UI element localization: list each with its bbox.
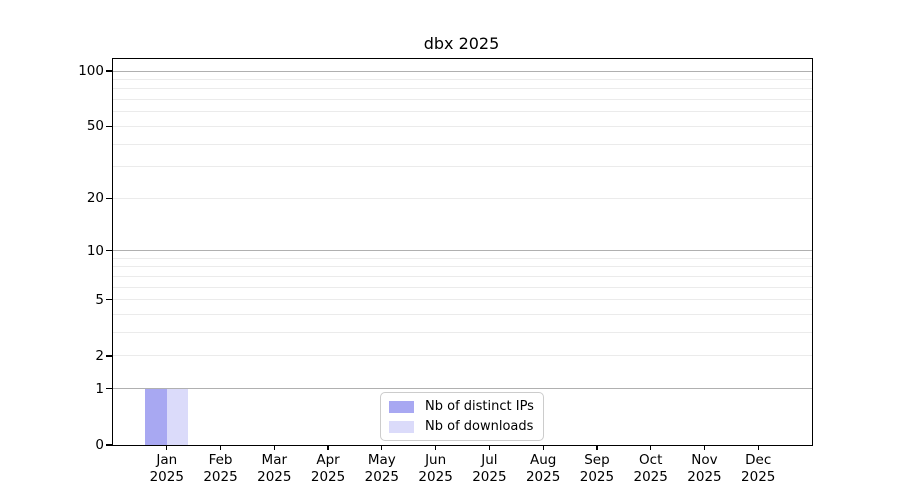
legend-label-downloads: Nb of downloads [425,419,534,434]
x-tick-year: 2025 [257,469,292,485]
x-tick [434,445,437,450]
x-tick [381,445,383,450]
x-tick-month: Dec [745,452,772,468]
x-tick-month: Sep [584,452,610,468]
gridline-minor [113,314,812,316]
gridline-minor [113,355,812,357]
x-tick-label: Feb 2025 [181,452,261,486]
y-tick-label: 0 [95,437,104,453]
x-tick-label: Jun 2025 [396,452,476,486]
x-tick-label: Jan 2025 [127,452,207,486]
y-tick [106,125,113,128]
y-tick-label: 20 [86,190,104,207]
y-tick [106,70,113,72]
x-tick-label: Sep 2025 [557,452,637,486]
x-tick-month: Nov [691,452,718,468]
x-tick-year: 2025 [418,469,453,485]
gridline-minor [113,299,812,301]
x-tick [273,445,275,450]
x-tick-label: Nov 2025 [664,452,744,486]
gridline-minor [113,111,812,113]
x-tick-year: 2025 [633,469,668,485]
x-tick-label: May 2025 [342,452,422,486]
gridline-minor [113,275,812,277]
legend-swatch-distinct-ips [389,400,414,413]
x-tick [542,445,544,450]
x-tick-year: 2025 [472,469,507,485]
x-tick [327,445,329,450]
x-tick-year: 2025 [310,469,346,485]
x-tick-month: Aug [529,452,557,468]
gridline-minor [113,88,812,90]
x-tick-month: May [367,452,396,468]
x-tick-month: Mar [261,452,288,468]
gridline-major [113,250,812,252]
x-tick-label: Oct 2025 [611,452,691,486]
y-tick-label: 100 [78,63,104,79]
x-tick-month: Oct [639,452,663,468]
x-tick-year: 2025 [525,469,561,485]
x-tick-year: 2025 [203,469,238,485]
gridline-minor [113,332,812,334]
gridline-minor [113,266,812,268]
legend-label-distinct-ips: Nb of distinct IPs [425,399,534,414]
x-tick [596,445,598,450]
y-tick [106,197,113,199]
y-tick-label: 5 [95,291,104,308]
bar-downloads-jan [166,388,189,445]
x-tick-label: Dec 2025 [718,452,798,486]
x-tick-month: Jul [481,452,498,468]
x-tick-label: Apr 2025 [288,452,368,486]
bar-distinct-ips-jan [145,388,167,445]
legend-item-downloads: Nb of downloads [389,419,534,434]
x-tick [166,445,168,450]
legend-item-distinct-ips: Nb of distinct IPs [389,399,534,414]
gridline-minor [113,197,812,199]
y-tick-label: 2 [95,347,104,364]
x-tick-month: Jun [425,452,447,468]
y-tick-label: 1 [95,380,104,397]
x-tick-year: 2025 [149,469,184,485]
legend-swatch-downloads [389,420,414,433]
x-tick [488,445,491,450]
gridline-major [113,388,812,390]
x-tick [219,445,222,450]
y-tick [106,250,113,252]
x-tick-month: Apr [316,452,340,468]
x-tick [650,445,652,450]
y-tick [106,388,113,390]
x-tick [703,445,706,450]
x-tick-label: Mar 2025 [234,452,314,486]
y-tick-label: 50 [86,118,104,135]
gridline-major [113,70,812,72]
x-tick-year: 2025 [364,469,400,485]
gridline-minor [113,257,812,259]
gridline-minor [113,78,812,80]
x-tick [757,445,759,450]
x-tick-label: Aug 2025 [503,452,583,486]
gridline-minor [113,166,812,168]
gridline-minor [113,99,812,101]
y-tick-label: 10 [86,242,104,259]
y-tick [106,355,113,357]
y-tick [106,444,113,446]
y-tick [106,299,113,301]
gridline-minor [113,286,812,288]
x-tick-year: 2025 [579,469,615,485]
gridline-minor [113,125,812,127]
x-tick-year: 2025 [741,469,776,485]
plot-area: 0 1 2 5 10 20 50 100 Jan 2025 Feb 2025 Mar 2025 Apr 202… [78,58,813,485]
x-tick-year: 2025 [687,469,722,485]
x-tick-month: Feb [208,452,233,468]
chart-title: dbx 2025 [423,34,500,53]
x-tick-label: Jul 2025 [449,452,529,486]
gridline-minor [113,143,812,145]
legend: Nb of distinct IPs Nb of downloads [380,392,544,441]
x-tick-month: Jan [156,452,178,468]
